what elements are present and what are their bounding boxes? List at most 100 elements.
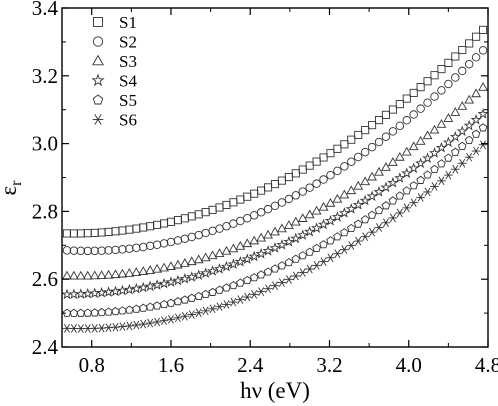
data-point-S2 <box>437 86 446 95</box>
data-point-S3 <box>242 238 253 248</box>
data-point-S3 <box>256 232 267 242</box>
data-point-S4 <box>359 194 371 206</box>
data-point-S2 <box>395 121 405 131</box>
data-point-S3 <box>422 130 433 140</box>
data-point-S3 <box>82 270 93 280</box>
data-point-S1 <box>243 192 252 201</box>
data-point-S3 <box>228 243 239 253</box>
data-point-S3 <box>318 201 329 211</box>
x-tick-label: 4.0 <box>396 353 422 377</box>
data-point-S2 <box>152 240 162 249</box>
data-point-S1 <box>222 200 231 209</box>
data-point-S5 <box>305 247 314 256</box>
data-point-S5 <box>97 307 106 317</box>
x-axis-tick-labels: 0.8 1.6 2.4 3.2 4.0 4.8 <box>79 353 498 377</box>
data-point-S6 <box>263 284 273 294</box>
data-point-S2 <box>159 239 169 248</box>
data-point-S2 <box>298 187 307 196</box>
series-S1 <box>62 25 488 238</box>
data-point-S4 <box>456 125 468 137</box>
data-point-S6 <box>194 308 204 318</box>
data-point-S4 <box>345 203 357 214</box>
data-point-S3 <box>214 248 225 257</box>
data-point-S3 <box>346 185 357 195</box>
data-point-S3 <box>179 258 190 267</box>
data-point-S4 <box>102 286 115 297</box>
data-point-S6 <box>360 232 370 242</box>
data-point-S3 <box>263 229 273 239</box>
data-point-S1 <box>139 223 148 232</box>
data-point-S5 <box>444 153 453 162</box>
data-point-S1 <box>125 225 134 234</box>
data-point-S1 <box>472 32 481 41</box>
data-point-S5 <box>346 223 356 233</box>
legend-marker-S4 <box>91 73 105 87</box>
data-point-S2 <box>305 183 314 192</box>
data-point-S2 <box>347 157 356 166</box>
data-point-S2 <box>333 166 342 176</box>
data-point-S4 <box>75 288 87 299</box>
legend-marker-S5 <box>92 94 104 105</box>
data-point-S5 <box>416 175 425 184</box>
data-point-S3 <box>339 189 350 199</box>
data-point-S2 <box>187 232 197 242</box>
y-axis-ticks <box>62 7 488 348</box>
data-point-S5 <box>69 308 79 317</box>
data-point-S3 <box>429 124 440 134</box>
data-point-S3 <box>200 252 211 262</box>
data-point-S6 <box>125 321 134 331</box>
data-point-S6 <box>270 281 280 291</box>
data-point-S4 <box>304 225 316 237</box>
data-point-S1 <box>423 77 432 86</box>
data-point-S4 <box>123 283 135 295</box>
data-point-S1 <box>208 205 217 214</box>
data-point-S3 <box>450 107 461 116</box>
data-point-S1 <box>111 227 120 236</box>
data-point-S6 <box>444 170 453 180</box>
data-point-S2 <box>62 246 72 255</box>
data-point-S5 <box>457 141 467 150</box>
data-point-S1 <box>83 229 92 238</box>
data-point-S1 <box>187 212 196 221</box>
data-point-S3 <box>249 235 260 245</box>
y-tick-label: 3.4 <box>32 0 59 20</box>
data-point-S2 <box>326 171 335 180</box>
data-point-S5 <box>194 291 204 300</box>
legend-label: S1 <box>119 13 137 32</box>
data-point-S6 <box>111 322 120 332</box>
legend-item-S3: S3 <box>92 52 137 71</box>
data-point-S4 <box>352 199 364 210</box>
y-tick-label: 2.6 <box>32 267 58 291</box>
data-point-S4 <box>435 141 448 153</box>
data-point-S4 <box>269 242 281 253</box>
x-axis-title: hν (eV) <box>240 378 310 403</box>
data-point-S3 <box>166 261 176 270</box>
data-point-S4 <box>200 267 212 278</box>
data-point-S6 <box>450 164 460 174</box>
data-point-S3 <box>235 240 246 250</box>
data-point-S2 <box>229 219 238 228</box>
data-point-S5 <box>201 289 210 299</box>
data-point-S3 <box>96 270 107 279</box>
legend-item-S5: S5 <box>92 91 137 110</box>
data-point-S2 <box>215 224 224 233</box>
data-point-S5 <box>402 186 412 195</box>
data-point-S1 <box>312 157 321 166</box>
data-point-S5 <box>145 302 155 311</box>
data-point-S2 <box>367 142 377 152</box>
data-point-S2 <box>388 127 398 136</box>
data-point-S1 <box>159 219 169 228</box>
data-point-S6 <box>187 310 197 319</box>
data-point-S5 <box>256 270 266 279</box>
y-tick-label: 3.0 <box>32 132 58 156</box>
data-point-S3 <box>117 268 128 278</box>
data-point-S4 <box>338 207 350 218</box>
data-point-S5 <box>367 210 377 219</box>
data-point-S5 <box>312 243 321 253</box>
data-point-S6 <box>242 292 252 302</box>
y-axis-title: εr <box>0 180 25 196</box>
data-point-S6 <box>319 257 328 266</box>
data-point-S6 <box>201 306 210 316</box>
data-point-S4 <box>109 285 122 297</box>
